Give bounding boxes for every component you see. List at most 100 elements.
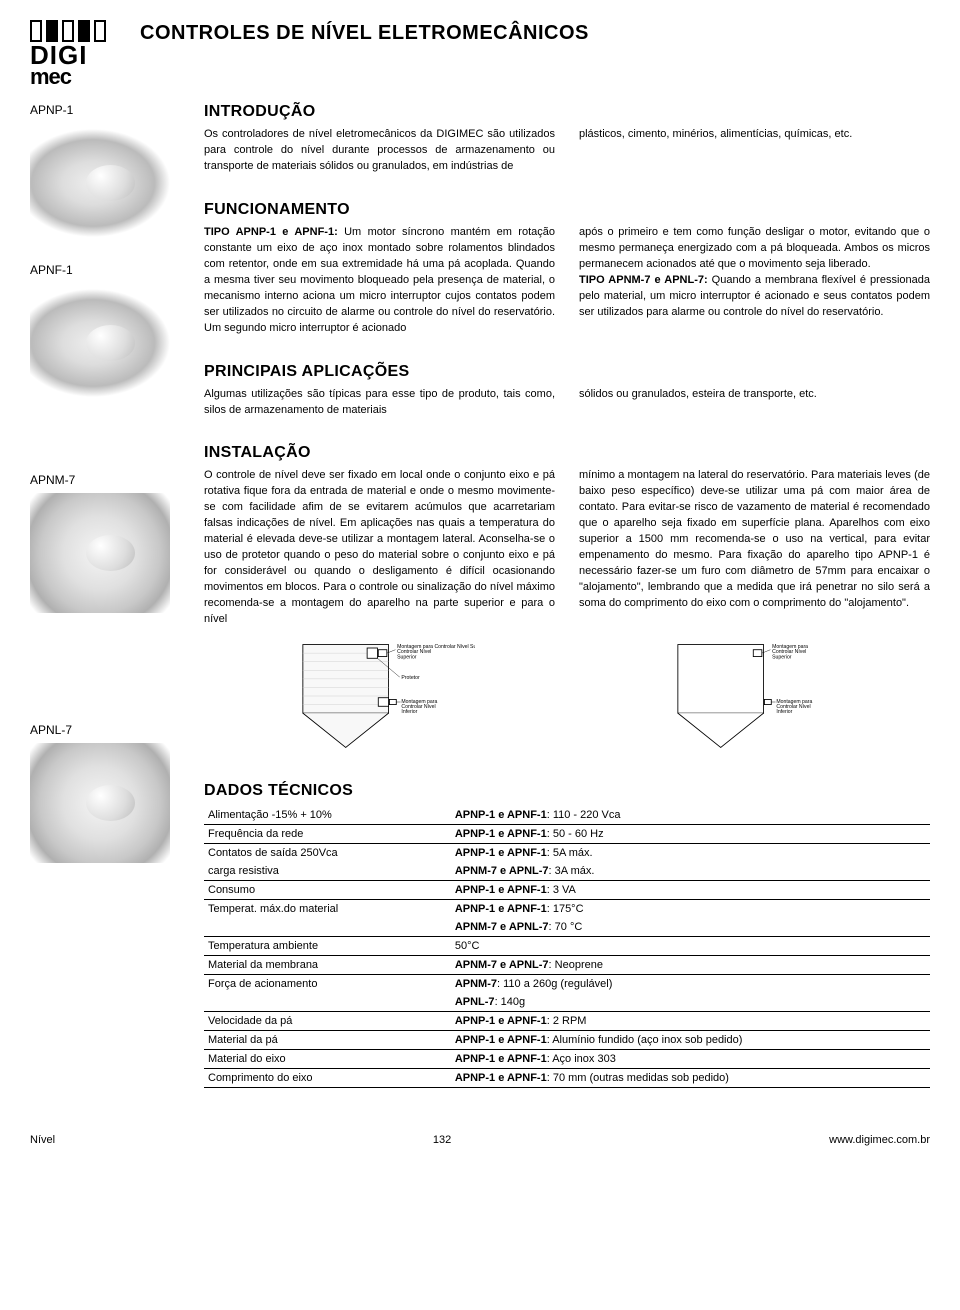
tech-label <box>204 918 451 937</box>
table-row: APNL-7: 140g <box>204 993 930 1012</box>
product-image <box>30 283 170 403</box>
tech-label: Material da membrana <box>204 955 451 974</box>
svg-text:Superior: Superior <box>397 654 417 660</box>
aplic-col1: Algumas utilizações são típicas para ess… <box>204 387 555 419</box>
table-row: Comprimento do eixoAPNP-1 e APNF-1: 70 m… <box>204 1068 930 1087</box>
svg-text:Superior: Superior <box>772 654 792 660</box>
tech-label: Comprimento do eixo <box>204 1068 451 1087</box>
logo: DIGI mec <box>30 20 120 87</box>
table-row: Alimentação -15% + 10%APNP-1 e APNF-1: 1… <box>204 806 930 825</box>
product-apnl7: APNL-7 <box>30 723 180 863</box>
section-instalacao: INSTALAÇÃO O controle de nível deve ser … <box>204 444 930 755</box>
section-introducao: INTRODUÇÃO Os controladores de nível ele… <box>204 103 930 175</box>
table-row: Velocidade da páAPNP-1 e APNF-1: 2 RPM <box>204 1011 930 1030</box>
tech-data-table: Alimentação -15% + 10%APNP-1 e APNF-1: 1… <box>204 806 930 1088</box>
func-text1: Um motor síncrono mantém em rotação cons… <box>204 226 555 334</box>
product-label: APNM-7 <box>30 473 180 487</box>
logo-text: DIGI mec <box>30 44 120 87</box>
tech-value: 50°C <box>451 936 930 955</box>
func-lead1: TIPO APNP-1 e APNF-1: <box>204 226 338 238</box>
func-lead2: TIPO APNM-7 e APNL-7: <box>579 274 708 286</box>
table-row: Força de acionamentoAPNM-7: 110 a 260g (… <box>204 974 930 993</box>
tech-label: Material do eixo <box>204 1049 451 1068</box>
table-row: Contatos de saída 250VcaAPNP-1 e APNF-1:… <box>204 843 930 862</box>
tech-value: APNP-1 e APNF-1: 175°C <box>451 899 930 918</box>
inst-col2: mínimo a montagem na lateral do reservat… <box>579 468 930 627</box>
func-col1: TIPO APNP-1 e APNF-1: Um motor síncrono … <box>204 225 555 337</box>
table-row: ConsumoAPNP-1 e APNF-1: 3 VA <box>204 880 930 899</box>
tech-value: APNP-1 e APNF-1: 50 - 60 Hz <box>451 824 930 843</box>
tech-value: APNP-1 e APNF-1: 110 - 220 Vca <box>451 806 930 825</box>
product-image <box>30 493 170 613</box>
tech-value: APNL-7: 140g <box>451 993 930 1012</box>
tech-value: APNP-1 e APNF-1: 3 VA <box>451 880 930 899</box>
svg-text:Inferior: Inferior <box>776 709 792 715</box>
tech-label: carga resistiva <box>204 862 451 881</box>
intro-col2: plásticos, cimento, minérios, alimentíci… <box>579 127 930 175</box>
product-apnp1: APNP-1 <box>30 103 180 243</box>
func-pre2: após o primeiro e tem como função deslig… <box>579 226 930 270</box>
product-apnm7: APNM-7 <box>30 473 180 613</box>
table-row: Material da membranaAPNM-7 e APNL-7: Neo… <box>204 955 930 974</box>
section-heading: INTRODUÇÃO <box>204 103 930 121</box>
section-heading: INSTALAÇÃO <box>204 444 930 462</box>
section-dados-tecnicos: DADOS TÉCNICOS Alimentação -15% + 10%APN… <box>204 782 930 1088</box>
page-footer: Nível 132 www.digimec.com.br <box>30 1128 930 1146</box>
tech-value: APNP-1 e APNF-1: 2 RPM <box>451 1011 930 1030</box>
footer-page-number: 132 <box>433 1134 451 1146</box>
tech-value: APNM-7 e APNL-7: 70 °C <box>451 918 930 937</box>
section-heading: FUNCIONAMENTO <box>204 201 930 219</box>
inst-col1: O controle de nível deve ser fixado em l… <box>204 468 555 627</box>
logo-bars <box>30 20 120 42</box>
product-column: APNP-1 APNF-1 APNM-7 APNL-7 <box>30 103 180 1088</box>
svg-text:Inferior: Inferior <box>401 709 417 715</box>
aplic-col2: sólidos ou granulados, esteira de transp… <box>579 387 930 419</box>
product-image <box>30 743 170 863</box>
table-row: APNM-7 e APNL-7: 70 °C <box>204 918 930 937</box>
table-row: Temperatura ambiente50°C <box>204 936 930 955</box>
table-row: Frequência da redeAPNP-1 e APNF-1: 50 - … <box>204 824 930 843</box>
diagram-label-protetor: Protetor <box>401 675 420 681</box>
diagram-simple: Montagem para Controlar Nível Superior M… <box>579 636 930 756</box>
section-aplicacoes: PRINCIPAIS APLICAÇÕES Algumas utilizaçõe… <box>204 363 930 419</box>
tech-label: Velocidade da pá <box>204 1011 451 1030</box>
table-row: Material da páAPNP-1 e APNF-1: Alumínio … <box>204 1030 930 1049</box>
product-label: APNP-1 <box>30 103 180 117</box>
footer-url: www.digimec.com.br <box>829 1134 930 1146</box>
tech-value: APNM-7: 110 a 260g (regulável) <box>451 974 930 993</box>
func-col2: após o primeiro e tem como função deslig… <box>579 225 930 337</box>
tech-value: APNM-7 e APNL-7: 3A máx. <box>451 862 930 881</box>
tech-label: Alimentação -15% + 10% <box>204 806 451 825</box>
tech-value: APNP-1 e APNF-1: Aço inox 303 <box>451 1049 930 1068</box>
tech-label: Material da pá <box>204 1030 451 1049</box>
logo-line2: mec <box>30 67 120 87</box>
section-funcionamento: FUNCIONAMENTO TIPO APNP-1 e APNF-1: Um m… <box>204 201 930 337</box>
diagram-with-protector: Montagem para Controlar Nível Superior C… <box>204 636 555 756</box>
table-row: Material do eixoAPNP-1 e APNF-1: Aço ino… <box>204 1049 930 1068</box>
section-heading: DADOS TÉCNICOS <box>204 782 930 800</box>
tech-label: Força de acionamento <box>204 974 451 993</box>
tech-value: APNM-7 e APNL-7: Neoprene <box>451 955 930 974</box>
header: DIGI mec CONTROLES DE NÍVEL ELETROMECÂNI… <box>30 20 930 87</box>
section-heading: PRINCIPAIS APLICAÇÕES <box>204 363 930 381</box>
tech-label <box>204 993 451 1012</box>
main: APNP-1 APNF-1 APNM-7 APNL-7 INTRODUÇÃO O… <box>30 103 930 1088</box>
tech-label: Frequência da rede <box>204 824 451 843</box>
product-apnf1: APNF-1 <box>30 263 180 403</box>
footer-left: Nível <box>30 1134 55 1146</box>
tech-value: APNP-1 e APNF-1: 5A máx. <box>451 843 930 862</box>
content-column: INTRODUÇÃO Os controladores de nível ele… <box>204 103 930 1088</box>
tech-label: Temperat. máx.do material <box>204 899 451 918</box>
tech-label: Consumo <box>204 880 451 899</box>
tech-label: Temperatura ambiente <box>204 936 451 955</box>
intro-col1: Os controladores de nível eletromecânico… <box>204 127 555 175</box>
tech-value: APNP-1 e APNF-1: 70 mm (outras medidas s… <box>451 1068 930 1087</box>
installation-diagrams: Montagem para Controlar Nível Superior C… <box>204 636 930 756</box>
tech-label: Contatos de saída 250Vca <box>204 843 451 862</box>
product-label: APNF-1 <box>30 263 180 277</box>
table-row: Temperat. máx.do materialAPNP-1 e APNF-1… <box>204 899 930 918</box>
product-image <box>30 123 170 243</box>
tech-value: APNP-1 e APNF-1: Alumínio fundido (aço i… <box>451 1030 930 1049</box>
product-label: APNL-7 <box>30 723 180 737</box>
table-row: carga resistivaAPNM-7 e APNL-7: 3A máx. <box>204 862 930 881</box>
